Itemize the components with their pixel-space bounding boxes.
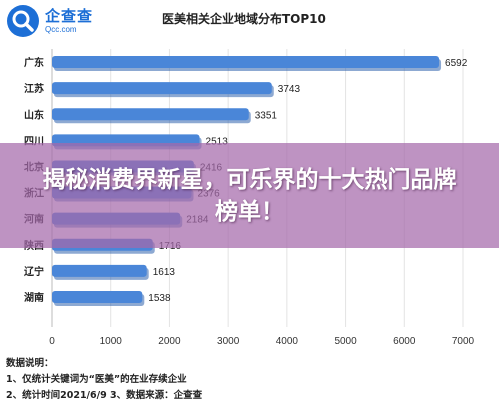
headline-text: 揭秘消费界新星，可乐界的十大热门品牌榜单！ xyxy=(42,166,457,225)
headline-banner: 揭秘消费界新星，可乐界的十大热门品牌榜单！ xyxy=(0,143,499,248)
notes-line-1: 1、仅统计关键词为“医美”的在业存续企业 xyxy=(6,374,187,385)
x-tick-label: 4000 xyxy=(276,336,299,347)
logo: 企查查 Qcc.com xyxy=(6,4,93,38)
category-label: 广东 xyxy=(24,56,44,69)
x-tick-label: 0 xyxy=(49,336,55,347)
bar xyxy=(52,56,440,69)
x-tick-label: 2000 xyxy=(158,336,181,347)
value-label: 2513 xyxy=(206,136,229,147)
value-label: 3351 xyxy=(255,110,278,121)
chart-title: 医美相关企业地域分布TOP10 xyxy=(162,12,326,26)
notes-line-2: 2、统计时间2021/6/9 3、数据来源：企查查 xyxy=(6,390,203,401)
qcc-logo-icon xyxy=(7,5,39,37)
value-label: 1613 xyxy=(153,267,176,278)
logo-name: 企查查 xyxy=(45,6,94,25)
category-label: 湖南 xyxy=(24,291,44,304)
bar xyxy=(52,82,272,95)
bar xyxy=(52,264,147,277)
x-tick-label: 6000 xyxy=(393,336,416,347)
category-label: 辽宁 xyxy=(24,265,44,278)
bar xyxy=(52,108,249,121)
data-notes: 数据说明： 1、仅统计关键词为“医美”的在业存续企业 2、统计时间2021/6/… xyxy=(6,356,202,404)
x-tick-label: 7000 xyxy=(452,336,475,347)
logo-domain: Qcc.com xyxy=(45,24,77,34)
value-label: 3743 xyxy=(278,84,301,95)
x-tick-label: 1000 xyxy=(100,336,123,347)
value-label: 1538 xyxy=(148,293,171,304)
notes-heading: 数据说明： xyxy=(6,358,54,369)
bar xyxy=(52,290,143,303)
category-label: 江苏 xyxy=(24,82,44,95)
value-label: 6592 xyxy=(445,58,468,69)
x-tick-label: 3000 xyxy=(217,336,240,347)
x-tick-label: 5000 xyxy=(334,336,357,347)
category-label: 山东 xyxy=(24,108,44,121)
